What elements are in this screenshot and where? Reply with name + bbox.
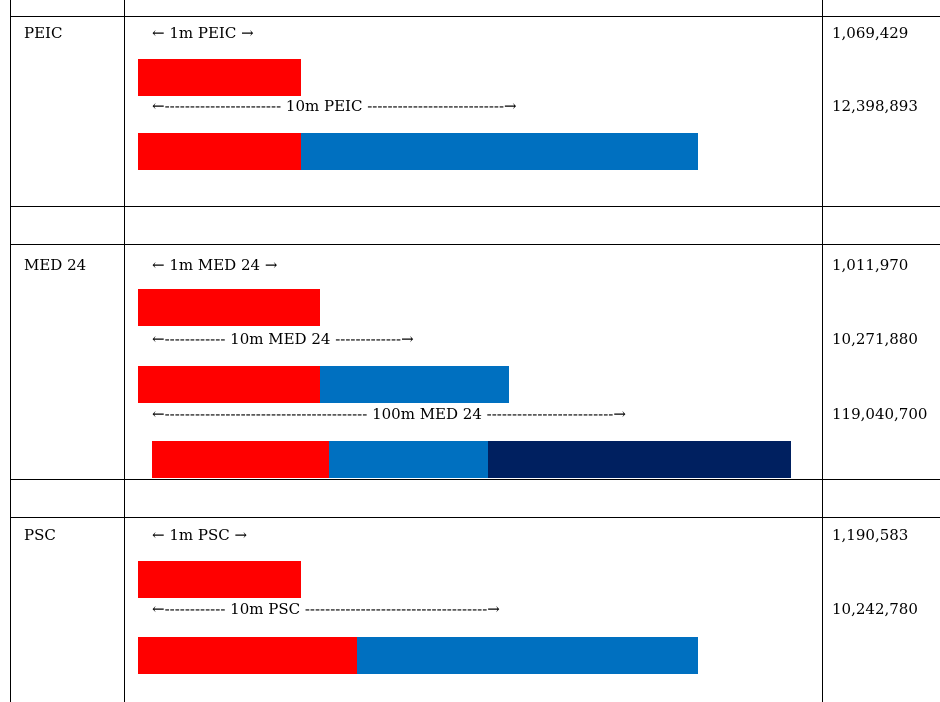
segment-red — [138, 133, 301, 170]
segment-navy — [488, 441, 791, 478]
caption-10m-peic: ←----------------------- 10m PEIC ------… — [152, 97, 517, 115]
bar-10m-psc — [138, 637, 698, 674]
row-label-peic: PEIC — [24, 24, 63, 42]
column-divider-value — [822, 0, 823, 702]
segment-red — [138, 289, 320, 326]
row-label-med24: MED 24 — [24, 256, 87, 274]
caption-100m-med24: ←---------------------------------------… — [152, 405, 626, 423]
caption-1m-med24: ← 1m MED 24 → — [152, 256, 278, 274]
table-border-top — [10, 16, 940, 17]
segment-blue — [357, 637, 698, 674]
table-border-left — [10, 0, 11, 702]
segment-red — [138, 637, 357, 674]
segment-red — [138, 366, 320, 403]
bar-1m-psc — [138, 561, 301, 598]
row-divider — [10, 479, 940, 480]
row-label-psc: PSC — [24, 526, 56, 544]
value-10m-peic: 12,398,893 — [832, 97, 918, 115]
value-10m-med24: 10,271,880 — [832, 330, 918, 348]
value-1m-psc: 1,190,583 — [832, 526, 909, 544]
value-1m-med24: 1,011,970 — [832, 256, 909, 274]
segment-red — [138, 561, 301, 598]
segment-blue — [329, 441, 488, 478]
caption-10m-med24: ←------------ 10m MED 24 -------------→ — [152, 330, 414, 348]
row-divider — [10, 244, 940, 245]
segment-blue — [301, 133, 698, 170]
row-divider — [10, 206, 940, 207]
bar-1m-med24 — [138, 289, 320, 326]
row-divider — [10, 517, 940, 518]
bar-10m-med24 — [138, 366, 509, 403]
column-divider-label — [124, 0, 125, 702]
bar-10m-peic — [138, 133, 698, 170]
value-1m-peic: 1,069,429 — [832, 24, 909, 42]
segment-red — [152, 441, 329, 478]
caption-1m-peic: ← 1m PEIC → — [152, 24, 254, 42]
segment-blue — [320, 366, 509, 403]
bar-1m-peic — [138, 59, 301, 96]
caption-1m-psc: ← 1m PSC → — [152, 526, 248, 544]
bar-100m-med24 — [152, 441, 791, 478]
value-10m-psc: 10,242,780 — [832, 600, 918, 618]
value-100m-med24: 119,040,700 — [832, 405, 928, 423]
segment-red — [138, 59, 301, 96]
caption-10m-psc: ←------------ 10m PSC ------------------… — [152, 600, 500, 618]
